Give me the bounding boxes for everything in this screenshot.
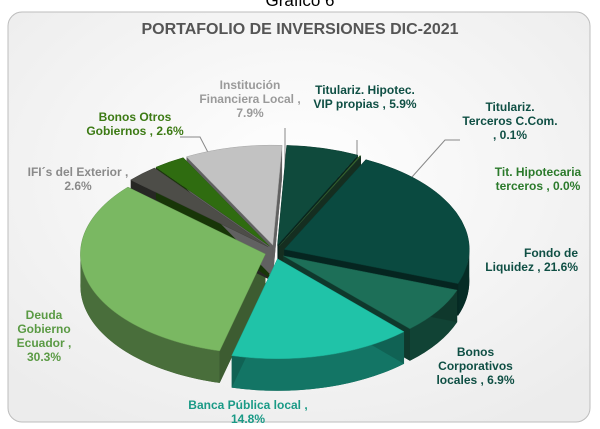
slice — [80, 186, 266, 352]
data-label: Banca Pública local , 14.8% — [188, 398, 308, 426]
slice-side — [80, 254, 220, 383]
slice — [130, 167, 269, 248]
slice — [231, 258, 405, 360]
data-label: Bonos Corporativos locales , 6.9% — [436, 345, 515, 387]
data-label: Titulariz. Terceros C.Com. , 0.1% — [462, 100, 558, 142]
data-label: IFI´s del Exterior , 2.6% — [27, 165, 129, 193]
data-label: Titulariz. Hipotec. VIP propias , 5.9% — [313, 83, 417, 111]
data-label: Institución Financiera Local , 7.9% — [199, 78, 301, 120]
slice — [186, 144, 283, 246]
data-label: Tit. Hipotecaria terceros , 0.0% — [494, 165, 582, 193]
slice — [283, 159, 470, 284]
data-label: Deuda Gobierno Ecuador , 30.3% — [16, 308, 72, 364]
slice-side — [458, 249, 470, 316]
data-label: Bonos Otros Gobiernos , 2.6% — [86, 110, 184, 138]
slice — [277, 145, 359, 246]
slice-edge — [219, 254, 266, 383]
slice-side — [231, 331, 405, 391]
chart-caption: Gráfico 6 — [265, 0, 335, 10]
chart-title: PORTAFOLIO DE INVERSIONES DIC-2021 — [141, 21, 459, 38]
slice-edge — [272, 145, 283, 278]
data-label: Fondo de Liquidez , 21.6% — [485, 246, 578, 274]
slice — [283, 255, 458, 330]
slice — [155, 157, 270, 247]
